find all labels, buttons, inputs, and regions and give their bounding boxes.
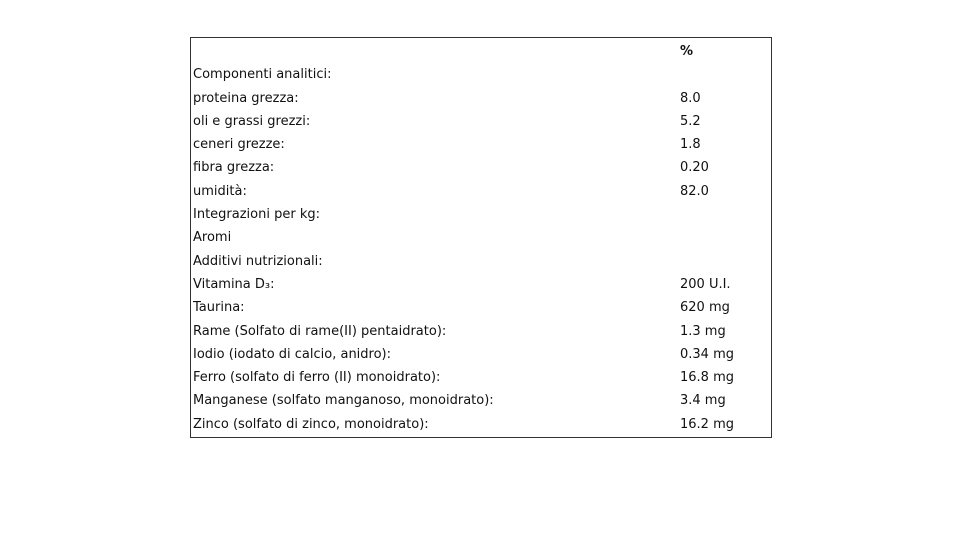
row-value: 620 mg bbox=[680, 300, 730, 316]
row-value: 16.8 mg bbox=[680, 370, 734, 386]
table-row: Componenti analitici: bbox=[191, 63, 771, 86]
table-row: Aromi bbox=[191, 226, 771, 249]
row-label: Vitamina D₃: bbox=[193, 276, 275, 292]
table-row: Manganese (solfato manganoso, monoidrato… bbox=[191, 389, 771, 412]
row-value: 5.2 bbox=[680, 113, 701, 129]
table-row: umidità: 82.0 bbox=[191, 180, 771, 203]
table-row: Zinco (solfato di zinco, monoidrato): 16.… bbox=[191, 413, 771, 436]
row-value: 0.34 mg bbox=[680, 346, 734, 362]
row-value: 0.20 bbox=[680, 160, 709, 176]
row-value: 3.4 mg bbox=[680, 393, 726, 409]
row-label: ceneri grezze: bbox=[193, 137, 285, 153]
row-label: umidità: bbox=[193, 183, 247, 199]
header-row: % bbox=[191, 40, 771, 63]
row-value: 1.8 bbox=[680, 137, 701, 153]
row-label: proteina grezza: bbox=[193, 90, 299, 106]
table-row: proteina grezza: 8.0 bbox=[191, 87, 771, 110]
row-label: fibra grezza: bbox=[193, 160, 275, 176]
row-label: Rame (Solfato di rame(II) pentaidrato): bbox=[193, 323, 447, 339]
row-label: Manganese (solfato manganoso, monoidrato… bbox=[193, 393, 494, 409]
row-label: Zinco (solfato di zinco, monoidrato): bbox=[193, 416, 429, 432]
table-row: fibra grezza: 0.20 bbox=[191, 156, 771, 179]
row-label: Componenti analitici: bbox=[193, 67, 332, 83]
row-label: Ferro (solfato di ferro (II) monoidrato)… bbox=[193, 370, 441, 386]
row-label: Taurina: bbox=[193, 300, 245, 316]
row-value: 1.3 mg bbox=[680, 323, 726, 339]
table-row: Additivi nutrizionali: bbox=[191, 250, 771, 273]
table-row: Vitamina D₃: 200 U.I. bbox=[191, 273, 771, 296]
table-row: Iodio (iodato di calcio, anidro): 0.34 mg bbox=[191, 343, 771, 366]
row-value: 8.0 bbox=[680, 90, 701, 106]
table-row: oli e grassi grezzi: 5.2 bbox=[191, 110, 771, 133]
row-label: Integrazioni per kg: bbox=[193, 207, 320, 223]
table-row: ceneri grezze: 1.8 bbox=[191, 133, 771, 156]
row-label: Aromi bbox=[193, 230, 232, 246]
table-row: Taurina: 620 mg bbox=[191, 296, 771, 319]
row-value: 200 U.I. bbox=[680, 276, 731, 292]
row-label: Additivi nutrizionali: bbox=[193, 253, 323, 269]
row-value: 16.2 mg bbox=[680, 416, 734, 432]
table-row: Ferro (solfato di ferro (II) monoidrato)… bbox=[191, 366, 771, 389]
table-row: Rame (Solfato di rame(II) pentaidrato): 1… bbox=[191, 320, 771, 343]
row-label: oli e grassi grezzi: bbox=[193, 113, 311, 129]
row-label: Iodio (iodato di calcio, anidro): bbox=[193, 346, 392, 362]
analysis-table: % Componenti analitici: proteina grezza: 8… bbox=[190, 37, 772, 438]
header-unit: % bbox=[680, 44, 694, 59]
row-value: 82.0 bbox=[680, 183, 709, 199]
table-row: Integrazioni per kg: bbox=[191, 203, 771, 226]
